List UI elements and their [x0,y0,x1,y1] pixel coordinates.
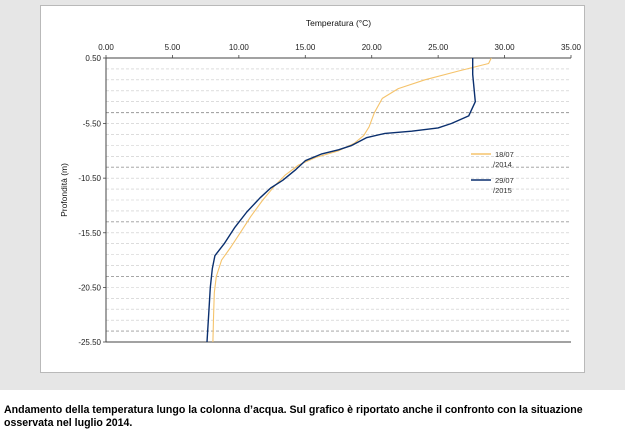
legend-label: 18/07 [495,150,514,159]
temperature-profile-chart: 0.00 5.00 10.00 15.00 20.00 25.00 30.00 35.00 0… [59,18,582,347]
y-tick-label: -10.50 [78,174,101,183]
x-tick-label: 15.00 [295,43,316,52]
y-axis-title: Profondità (m) [59,163,69,217]
legend-label: /2015 [493,186,512,195]
x-tick-label: 35.00 [561,43,582,52]
y-tick-labels: 0.50 -5.50 -10.50 -15.50 -20.50 -25.50 [78,54,106,347]
y-tick-label: -15.50 [78,229,101,238]
y-tick-label: -20.50 [78,283,101,292]
x-tick-label: 30.00 [495,43,516,52]
figure-background: 0.00 5.00 10.00 15.00 20.00 25.00 30.00 35.00 0… [0,0,625,390]
x-tick-label: 5.00 [165,43,181,52]
legend-label: 29/07 [495,176,514,185]
x-tick-label: 10.00 [229,43,250,52]
figure-caption: Andamento della temperatura lungo la col… [4,404,583,429]
chart-frame: 0.00 5.00 10.00 15.00 20.00 25.00 30.00 35.00 0… [40,5,585,373]
x-tick-label: 25.00 [428,43,449,52]
x-tick-label: 20.00 [362,43,383,52]
x-tick-label: 0.00 [98,43,114,52]
x-axis-title: Temperatura (°C) [306,18,371,28]
y-tick-label: 0.50 [85,54,101,63]
series-line-1 [206,58,476,343]
series-lines [206,57,492,343]
y-tick-label: -25.50 [78,338,101,347]
legend: 18/07/2014 29/07/2015 [471,150,514,195]
x-tick-labels: 0.00 5.00 10.00 15.00 20.00 25.00 30.00 35.00 [98,43,582,58]
y-tick-label: -5.50 [83,120,102,129]
series-line-0 [212,57,492,343]
legend-label: /2014 [493,160,512,169]
grid-lines [105,57,571,343]
